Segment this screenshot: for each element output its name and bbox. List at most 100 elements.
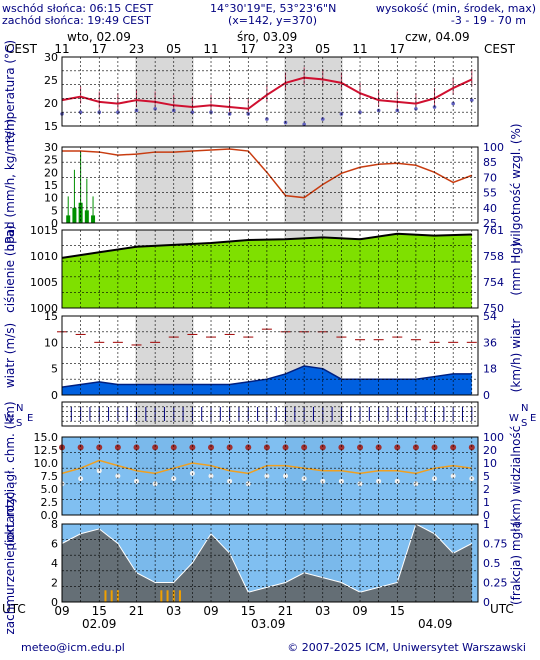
axis-tick-label-vis: 15.0 bbox=[34, 431, 59, 444]
axis-tick-label-pres: 754 bbox=[483, 276, 504, 289]
hour-bottom-label: 09 bbox=[203, 604, 218, 618]
panel-bg-temp bbox=[62, 57, 478, 126]
compass-label: E bbox=[530, 413, 536, 424]
cloud-top-point bbox=[170, 444, 177, 451]
cloud-top-point bbox=[263, 444, 270, 451]
panel-frame-prec bbox=[61, 146, 479, 224]
tz-right: CEST bbox=[484, 42, 516, 56]
axis-tick-label-vis: 10 bbox=[483, 457, 497, 470]
axis-tick-label-vis: 12.5 bbox=[34, 444, 59, 457]
axis-tick-label-temp: 30 bbox=[44, 51, 58, 64]
sunset-text: zachód słońca: 19:49 CEST bbox=[2, 14, 151, 27]
hour-top-label: 11 bbox=[203, 42, 218, 56]
axis-tick-label-pres: 1000 bbox=[30, 302, 58, 315]
hour-top-label: 23 bbox=[278, 42, 293, 56]
fog-bar bbox=[104, 590, 107, 602]
axis-tick-label-vis: 20 bbox=[483, 444, 497, 457]
dew-point-point bbox=[302, 122, 306, 127]
day-short-3: 04.09 bbox=[418, 617, 452, 631]
axis-title-pres: (mm Hg) bbox=[509, 242, 523, 295]
compass-label: S bbox=[521, 418, 527, 429]
dew-point-point bbox=[469, 98, 474, 102]
axis-tick-label-wind: 15 bbox=[44, 310, 58, 323]
axis-title-pres: ciśnienie (hPa) bbox=[3, 225, 17, 313]
cloud-top-point bbox=[357, 444, 364, 451]
axis-tick-label-prec: 5 bbox=[51, 204, 58, 217]
altitude-label: wysokość (min, środek, max) bbox=[375, 2, 536, 15]
axis-tick-label-wind: 5 bbox=[51, 363, 58, 376]
axis-title-vis: pion. rozciągł. chm. (km) bbox=[3, 401, 17, 550]
axis-tick-label-cld: 0 bbox=[51, 596, 58, 609]
altitude-values: -3 - 19 - 70 m bbox=[450, 14, 526, 27]
day-label-3: czw, 04.09 bbox=[405, 30, 470, 44]
hour-top-label: 11 bbox=[54, 42, 69, 56]
cloud-top-point bbox=[189, 444, 196, 451]
hour-bottom-label: 21 bbox=[278, 604, 293, 618]
hour-top-label: 05 bbox=[166, 42, 181, 56]
day-label-1: wto, 02.09 bbox=[67, 30, 131, 44]
axis-tick-label-prec: 55 bbox=[483, 187, 497, 200]
axis-tick-label-cld: 0.5 bbox=[483, 557, 501, 570]
axis-tick-label-prec: 30 bbox=[44, 141, 58, 154]
axis-title-prec: opad (mm/h, kg/m²/h) bbox=[3, 119, 17, 252]
axis-tick-label-pres: 758 bbox=[483, 250, 504, 263]
compass-label: N bbox=[16, 403, 23, 414]
dew-point-point bbox=[451, 101, 455, 106]
axis-tick-label-prec: 20 bbox=[44, 166, 58, 179]
axis-tick-label-vis: 100 bbox=[483, 431, 504, 444]
day-short-2: 03.09 bbox=[251, 617, 285, 631]
meteogram: CEST CEST wto, 02.09 śro, 03.09 czw, 04.… bbox=[2, 30, 536, 635]
axis-tick-label-cld: 2 bbox=[51, 577, 58, 590]
axis-tick-label-wind: 0 bbox=[483, 389, 490, 402]
dew-point-point bbox=[320, 117, 325, 121]
hour-top-label: 17 bbox=[241, 42, 256, 56]
axis-tick-label-prec: 100 bbox=[483, 141, 504, 154]
axis-tick-label-pres: 1015 bbox=[30, 224, 58, 237]
dew-point-point bbox=[432, 105, 437, 109]
cloud-base-point bbox=[208, 473, 214, 479]
dew-point-point bbox=[153, 106, 157, 111]
cloud-base-point bbox=[283, 473, 289, 479]
axis-tick-label-temp: 20 bbox=[44, 97, 58, 110]
axis-tick-label-prec: 15 bbox=[44, 179, 58, 192]
axis-tick-label-pres: 761 bbox=[483, 224, 504, 237]
axis-tick-label-prec: 0 bbox=[51, 217, 58, 230]
compass-label: N bbox=[521, 403, 528, 414]
footer-email[interactable]: meteo@icm.edu.pl bbox=[21, 641, 125, 654]
panel-bg-dir bbox=[62, 402, 478, 426]
axis-tick-label-wind: 18 bbox=[483, 363, 497, 376]
utc-left: UTC bbox=[2, 602, 26, 616]
dew-point-point bbox=[116, 110, 120, 114]
footer-copyright: © 2007-2025 ICM, Uniwersytet Warszawski bbox=[287, 641, 526, 654]
axis-tick-label-vis: 10.0 bbox=[34, 457, 59, 470]
dew-point-point bbox=[265, 117, 269, 121]
axis-tick-label-prec: 40 bbox=[483, 202, 497, 215]
cloud-base-point bbox=[450, 473, 456, 479]
day-label-2: śro, 03.09 bbox=[237, 30, 297, 44]
night-band-wind-0 bbox=[135, 316, 194, 395]
panel-frame-temp bbox=[61, 56, 479, 127]
grid-text: (x=142, y=370) bbox=[228, 14, 318, 27]
night-band-temp-1 bbox=[284, 57, 343, 126]
cloud-top-point bbox=[431, 444, 438, 451]
axis-tick-label-pres: 1010 bbox=[30, 250, 58, 263]
cloud-top-point bbox=[301, 444, 308, 451]
cloud-top-point bbox=[114, 444, 121, 451]
cloud-top-point bbox=[208, 444, 215, 451]
cloud-top-point bbox=[77, 444, 84, 451]
hour-top-label: 17 bbox=[390, 42, 405, 56]
cloud-base-point bbox=[264, 473, 270, 479]
panel-frame-dir bbox=[61, 401, 479, 427]
visibility-bg bbox=[62, 437, 478, 515]
hour-top-label: 11 bbox=[352, 42, 367, 56]
dew-point-point bbox=[78, 110, 83, 114]
hour-bottom-label: 03 bbox=[315, 604, 330, 618]
axis-tick-label-vis: 5 bbox=[483, 470, 490, 483]
axis-title-wind: wiatr (m/s) bbox=[3, 323, 17, 388]
panel-frame-cld bbox=[61, 523, 479, 603]
night-band-prec-1 bbox=[284, 147, 343, 223]
cloud-top-point bbox=[319, 444, 326, 451]
panel-frame-wind bbox=[61, 315, 479, 396]
cloud-top-point bbox=[468, 444, 475, 451]
axis-tick-label-prec: 10 bbox=[44, 192, 58, 205]
